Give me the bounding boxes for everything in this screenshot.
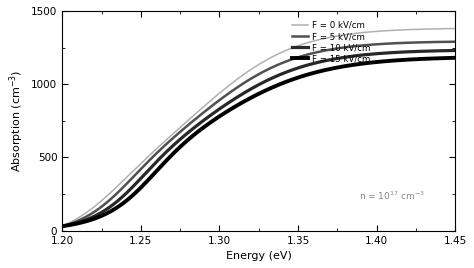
F = 10 kV/cm [251, 86, 256, 89]
F = 5 kV/cm [251, 76, 256, 79]
F = 5 kV/cm [240, 82, 246, 85]
F = 5 kV/cm [453, 40, 458, 43]
F = 10 kV/cm [441, 49, 447, 52]
F = 10 kV/cm [369, 53, 374, 56]
Line: F = 10 kV/cm: F = 10 kV/cm [62, 50, 456, 226]
F = 15 kV/cm [441, 57, 447, 60]
Legend: F = 0 kV/cm, F = 5 kV/cm, F = 10 kV/cm, F = 15 kV/cm: F = 0 kV/cm, F = 5 kV/cm, F = 10 kV/cm, … [289, 17, 374, 67]
F = 15 kV/cm [441, 57, 447, 60]
F = 10 kV/cm [80, 219, 85, 223]
F = 0 kV/cm [59, 225, 65, 228]
F = 0 kV/cm [441, 27, 447, 30]
F = 15 kV/cm [251, 95, 256, 98]
F = 15 kV/cm [240, 100, 246, 104]
F = 0 kV/cm [240, 73, 246, 77]
F = 10 kV/cm [59, 225, 65, 228]
F = 15 kV/cm [80, 221, 85, 224]
F = 0 kV/cm [441, 27, 447, 30]
Text: n = 10$^{17}$ cm$^{-3}$: n = 10$^{17}$ cm$^{-3}$ [359, 189, 425, 202]
F = 0 kV/cm [251, 66, 256, 69]
F = 15 kV/cm [59, 225, 65, 228]
F = 0 kV/cm [80, 214, 85, 217]
F = 10 kV/cm [240, 92, 246, 95]
F = 10 kV/cm [453, 49, 458, 52]
F = 15 kV/cm [453, 56, 458, 59]
F = 0 kV/cm [453, 27, 458, 30]
Line: F = 5 kV/cm: F = 5 kV/cm [62, 42, 456, 226]
F = 15 kV/cm [369, 61, 374, 64]
Line: F = 15 kV/cm: F = 15 kV/cm [62, 58, 456, 226]
F = 5 kV/cm [59, 225, 65, 228]
F = 5 kV/cm [441, 40, 447, 43]
F = 5 kV/cm [369, 43, 374, 46]
Line: F = 0 kV/cm: F = 0 kV/cm [62, 28, 456, 226]
Y-axis label: Absorption (cm$^{-3}$): Absorption (cm$^{-3}$) [7, 70, 26, 172]
F = 5 kV/cm [441, 40, 447, 43]
F = 5 kV/cm [80, 217, 85, 220]
F = 10 kV/cm [441, 49, 447, 52]
F = 0 kV/cm [369, 30, 374, 33]
X-axis label: Energy (eV): Energy (eV) [226, 251, 292, 261]
